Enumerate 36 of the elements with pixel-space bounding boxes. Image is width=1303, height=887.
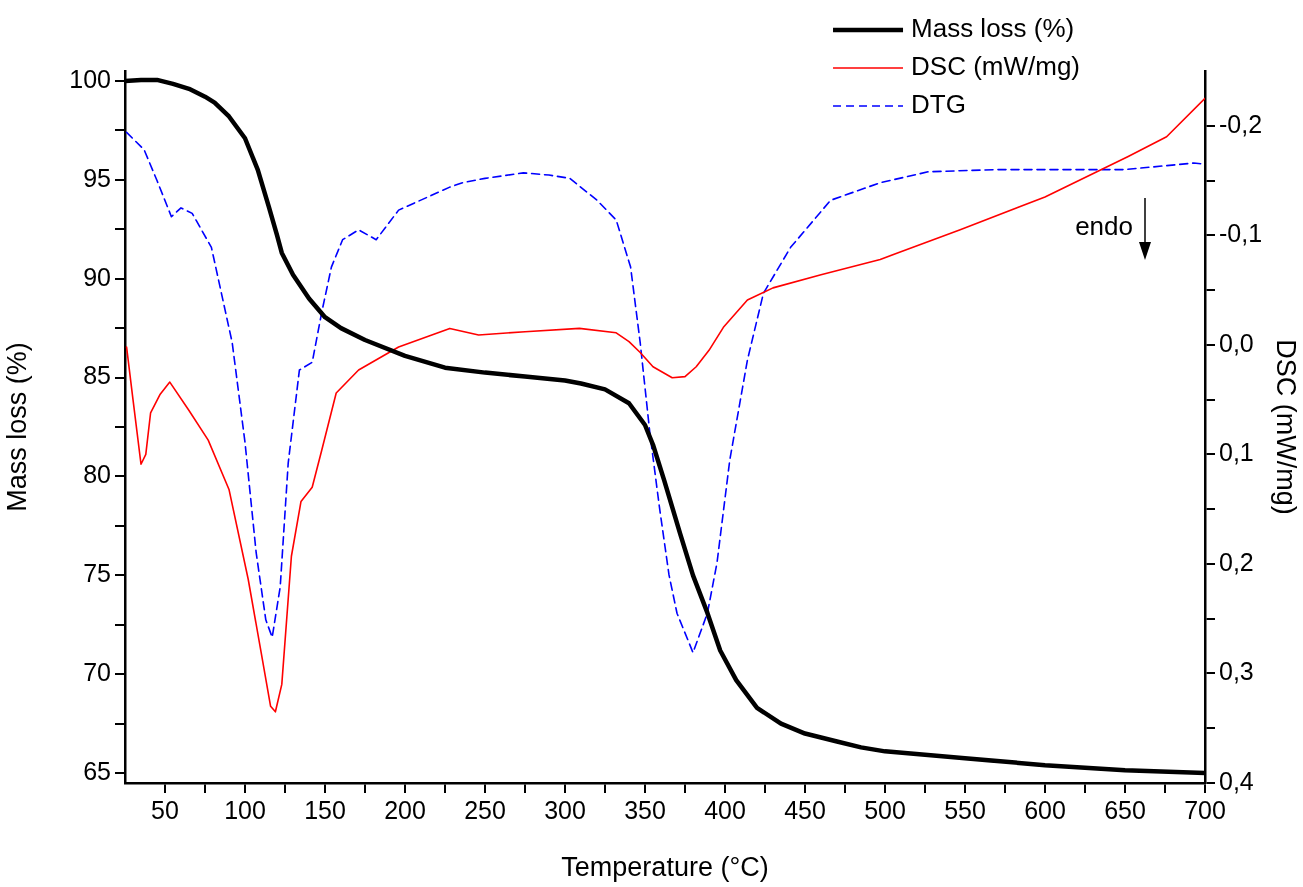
annotation: endo: [1075, 211, 1133, 242]
legend-label: Mass loss (%): [911, 13, 1075, 44]
y-axis-title: Mass loss (%): [1, 342, 32, 512]
legend-label: DSC (mW/mg): [911, 51, 1081, 82]
x-tick-label: 300: [544, 795, 586, 824]
y2-tick-label: 0,2: [1219, 547, 1254, 576]
x-tick-label: 450: [784, 795, 826, 824]
legend-label: DTG: [911, 89, 966, 120]
x-tick-label: 200: [384, 795, 426, 824]
x-tick-label: 700: [1184, 795, 1226, 824]
y-tick-label: 80: [83, 460, 111, 489]
x-tick-label: 150: [304, 795, 346, 824]
x-tick-label: 350: [624, 795, 666, 824]
x-tick-label: 50: [151, 795, 179, 824]
y2-tick-label: 0,3: [1219, 657, 1254, 686]
y2-tick-label: 0,1: [1219, 438, 1254, 467]
y2-axis-title: DSC (mW/mg): [1271, 339, 1302, 515]
y2-tick-label: -0,2: [1219, 109, 1263, 138]
x-axis-title: Temperature (°C): [561, 852, 769, 883]
x-tick-label: 550: [944, 795, 986, 824]
x-tick-label: 650: [1104, 795, 1146, 824]
x-tick-label: 500: [864, 795, 906, 824]
y-tick-label: 75: [83, 559, 111, 588]
x-tick-label: 100: [224, 795, 266, 824]
y-tick-label: 65: [83, 757, 111, 785]
y2-tick-label: 0,0: [1219, 328, 1254, 357]
x-tick-label: 400: [704, 795, 746, 824]
y-tick-label: 85: [83, 361, 111, 390]
y-tick-label: 100: [69, 64, 111, 93]
y-tick-label: 90: [83, 262, 111, 291]
x-tick-label: 250: [464, 795, 506, 824]
y2-tick-label: 0,4: [1219, 766, 1254, 795]
y-tick-label: 95: [83, 163, 111, 192]
y-tick-label: 70: [83, 658, 111, 687]
x-tick-label: 600: [1024, 795, 1066, 824]
y2-tick-label: -0,1: [1219, 219, 1263, 248]
